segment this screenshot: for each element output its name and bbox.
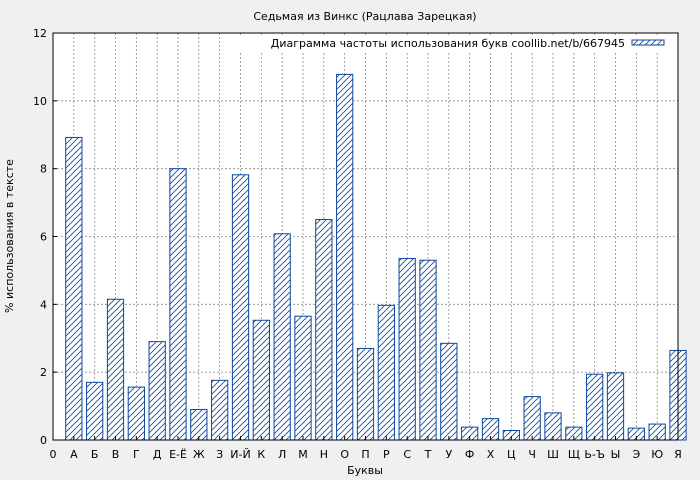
y-tick-label: 4: [40, 298, 47, 311]
bar-23: [523, 396, 541, 441]
x-tick-label: В: [112, 448, 120, 461]
x-tick-label: Щ: [568, 448, 580, 461]
x-tick-label: К: [257, 448, 265, 461]
x-tick-label: Х: [487, 448, 495, 461]
y-tick-label: 12: [33, 27, 47, 40]
y-axis-ticks: 0 2 4 6 8 10 12: [33, 27, 57, 447]
bar-4: [127, 386, 145, 441]
legend: Диаграмма частоты использования букв coo…: [240, 35, 670, 51]
bar-13: [315, 219, 333, 441]
x-axis-ticks: А Б В Г Д Е-Ё Ж З И-Й К Л М Н О П Р С Т У Ф Х Ц Ч Ш Щ Ь-Ъ Ы Э Ю Я: [70, 436, 682, 461]
bar-27: [606, 372, 625, 441]
chart-title: Седьмая из Винкс (Рацлава Зарецкая): [253, 10, 476, 23]
bar-26: [586, 373, 604, 441]
x-tick-label: Ы: [611, 448, 621, 461]
y-tick-label: 10: [33, 95, 47, 108]
bar-8: [211, 379, 229, 441]
bar-19: [440, 342, 458, 441]
x-axis-label: Буквы: [347, 464, 383, 477]
bar-18: [419, 259, 437, 441]
x-tick-label: Л: [278, 448, 286, 461]
legend-label: Диаграмма частоты использования букв coo…: [271, 37, 625, 50]
x-tick-label: Ц: [507, 448, 516, 461]
bar-2: [86, 381, 104, 441]
x-tick-label: Г: [133, 448, 140, 461]
x-tick-label: З: [216, 448, 223, 461]
bar-16: [377, 304, 395, 441]
bar-5: [148, 341, 166, 441]
bar-15: [356, 347, 375, 441]
x-tick-label: Н: [320, 448, 328, 461]
x-tick-label: М: [298, 448, 308, 461]
x-tick-label: А: [70, 448, 78, 461]
y-tick-label: 0: [40, 434, 47, 447]
x-tick-label: Ь-Ъ: [584, 448, 605, 461]
bar-17: [398, 258, 416, 441]
x-tick-label: С: [403, 448, 411, 461]
bar-6: [169, 168, 187, 441]
y-tick-label: 2: [40, 366, 47, 379]
y-tick-label: 8: [40, 163, 47, 176]
x-tick-label: Д: [153, 448, 162, 461]
x-tick-label: Р: [383, 448, 390, 461]
x-tick-label: У: [445, 448, 452, 461]
legend-box: [240, 35, 670, 51]
bar-1: [65, 136, 83, 441]
x-tick-label: О: [340, 448, 349, 461]
bar-7: [190, 408, 208, 441]
x-tick-label: П: [361, 448, 369, 461]
bar-9: [231, 174, 250, 441]
bar-14: [336, 73, 354, 441]
y-axis-label: % использования в тексте: [3, 159, 16, 313]
bar-12: [294, 315, 312, 441]
bars: [65, 73, 687, 441]
x-tick-label: И-Й: [230, 448, 250, 461]
x-tick-label: Ч: [528, 448, 536, 461]
x-tick-label: Б: [91, 448, 99, 461]
x-tick-label: Е-Ё: [169, 448, 187, 461]
x-origin-label: 0: [50, 448, 57, 461]
x-tick-label: Ю: [651, 448, 663, 461]
x-tick-label: Т: [424, 448, 432, 461]
bar-11: [273, 233, 291, 441]
bar-10: [252, 319, 270, 441]
y-tick-label: 6: [40, 231, 47, 244]
x-tick-label: Я: [674, 448, 682, 461]
legend-swatch: [631, 39, 665, 46]
x-tick-label: Ф: [465, 448, 474, 461]
bar-3: [106, 298, 125, 441]
x-tick-label: Э: [632, 448, 640, 461]
bar-24: [544, 412, 562, 441]
x-tick-label: Ш: [547, 448, 559, 461]
x-tick-label: Ж: [193, 448, 205, 461]
